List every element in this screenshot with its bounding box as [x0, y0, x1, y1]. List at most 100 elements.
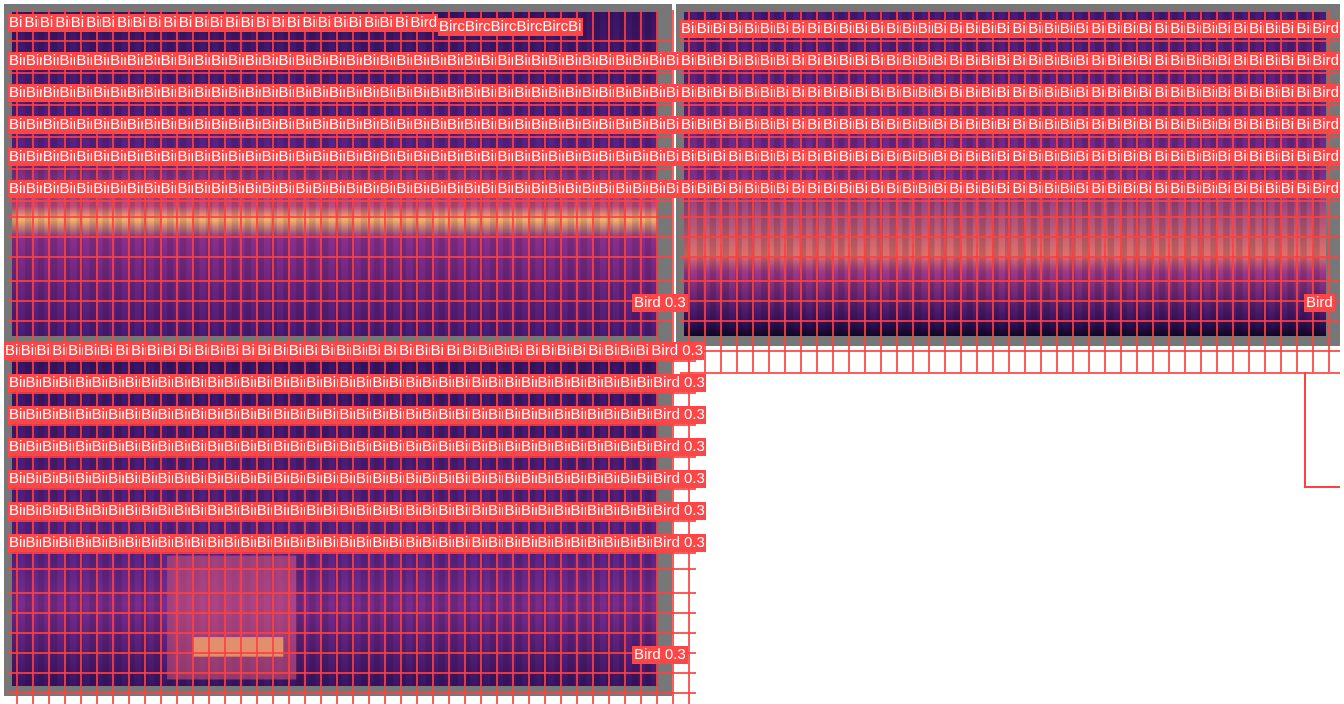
box-label: Bird [189, 534, 207, 552]
box-label: Bird [142, 180, 160, 198]
box-label: Bird [260, 84, 278, 102]
box-label: Bird [853, 84, 870, 102]
box-label: Bird [948, 116, 965, 134]
box-label: Bird [553, 406, 570, 424]
box-label: Bird [285, 14, 302, 32]
box-label: Bird [1263, 84, 1280, 102]
box-label: Bird [240, 342, 257, 360]
box-label: Bird [393, 14, 410, 32]
box-label: Bird [1011, 116, 1028, 134]
box-label: Bird [57, 438, 75, 456]
box-label: Bird [161, 342, 178, 360]
box-label: Bird [553, 470, 570, 488]
box-label: Bird [948, 52, 965, 70]
box-label: Bird [35, 342, 52, 360]
box-label: Bird [563, 52, 581, 70]
box-label: Bird [1058, 180, 1075, 198]
box-label: Bird [429, 52, 446, 70]
box-label: Bird [41, 116, 59, 134]
box-label: Bird [513, 116, 531, 134]
box-label: Bird [711, 20, 728, 38]
box-label: Bird [1137, 52, 1154, 70]
box-label: Bird [586, 438, 603, 456]
box-label: Bird [727, 84, 744, 102]
box-label: Bird [159, 52, 177, 70]
box-label: Bird [530, 148, 547, 166]
box-label: Bird [8, 116, 25, 134]
box-label: Bird [885, 20, 901, 38]
box-label: Bird [445, 116, 463, 134]
box-label: Bird [743, 20, 759, 38]
box-label: Bird [1106, 116, 1122, 134]
box-label: Bird [8, 374, 25, 392]
box-label: Bird [1011, 52, 1028, 70]
box-label: Bird [224, 14, 240, 32]
box-label: Bird [328, 180, 345, 198]
box-label: Bird [193, 342, 209, 360]
box-label: Bird [74, 438, 91, 456]
box-label: Bird [790, 84, 807, 102]
box-label: Bird [1295, 148, 1312, 166]
box-label: Bird [92, 148, 110, 166]
box-label: Bird [1090, 180, 1107, 198]
box-label: Bird [790, 52, 807, 70]
box-label: Bird [1137, 180, 1154, 198]
box-label: Bird [1248, 52, 1264, 70]
box-label: Bird [75, 84, 93, 102]
box-label: Bird [142, 116, 160, 134]
box-label: Bird [1090, 84, 1107, 102]
box-label: Bird [75, 180, 93, 198]
box-label: Bird [159, 116, 177, 134]
box-label: Bird [159, 180, 177, 198]
box-label: Bird [648, 116, 665, 134]
box-label: Bird [361, 52, 379, 70]
box-label: BircBircBircBircBircBi [438, 18, 583, 36]
box-label: Bird [774, 52, 791, 70]
box-label: Bird [536, 406, 554, 424]
box-label: Bird [74, 502, 91, 520]
box-label: Bird [1106, 20, 1122, 38]
box-label: Bird [206, 502, 223, 520]
box-label: Bird [979, 52, 996, 70]
box-label: Bird [420, 374, 438, 392]
box-label: Bird [344, 84, 362, 102]
box-label: Bird [208, 14, 225, 32]
box-label: Bird [1137, 116, 1154, 134]
box-label: Bird [900, 148, 917, 166]
box-label: Bird [395, 116, 413, 134]
box-label: Bird [680, 84, 696, 102]
box-label: Bird [82, 342, 99, 360]
box-label: Bird [255, 470, 273, 488]
box-label: Bird [156, 438, 174, 456]
box-label: Bird [758, 148, 775, 166]
box-label: Bird [321, 470, 339, 488]
box-label: Bird [109, 84, 126, 102]
box-label: Bird [23, 14, 39, 32]
box-label: Bird [98, 342, 115, 360]
box-label: Bird [437, 502, 454, 520]
box-label: Bird [92, 180, 110, 198]
box-label: Bird [900, 52, 917, 70]
box-label: Bird [404, 502, 421, 520]
box-label: Bird [272, 534, 289, 552]
spectrogram-panel-bottom-left [4, 352, 672, 696]
box-label: Bird [869, 20, 886, 38]
box-label: Bird [1200, 148, 1217, 166]
box-label: Bird [743, 84, 759, 102]
box-label: Bird [156, 406, 174, 424]
box-label: Bird [24, 148, 42, 166]
box-label: Bird [648, 180, 665, 198]
box-label: Bird [387, 438, 405, 456]
label-row-top-right: BirdBirdBirdBirdBirdBirdBirdBirdBirdBird… [680, 116, 1340, 134]
box-label: Bird [619, 374, 636, 392]
box-label: Bird [51, 342, 68, 360]
box-label: Bird [1153, 20, 1170, 38]
box-label: Bird [680, 180, 696, 198]
box-label: Bird [1232, 84, 1249, 102]
box-label: Bird [1263, 116, 1280, 134]
box-label: Bird [321, 406, 339, 424]
box-label: Bird [461, 342, 477, 360]
box-label: Bird [123, 470, 141, 488]
box-label: Bird [90, 374, 108, 392]
box-label: Bird [8, 14, 24, 32]
